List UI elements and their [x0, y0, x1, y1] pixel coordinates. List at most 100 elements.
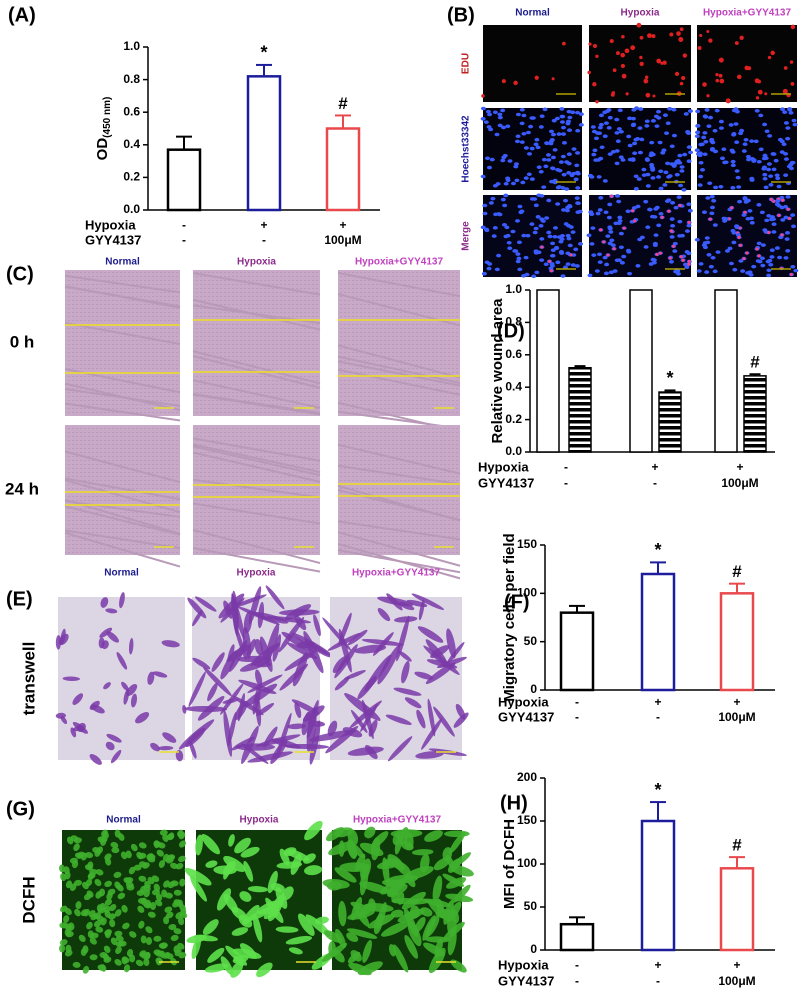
nucleus — [681, 188, 687, 192]
nucleus — [740, 269, 746, 273]
cell — [167, 854, 176, 861]
nucleus — [656, 175, 662, 179]
cell — [394, 831, 404, 855]
nucleus — [527, 152, 533, 156]
nucleus — [533, 203, 539, 208]
cell — [114, 930, 123, 937]
cell — [687, 259, 691, 263]
y-tick-label: 0.4 — [505, 379, 522, 393]
nucleus — [546, 198, 552, 203]
nucleus — [649, 214, 655, 219]
y-tick-label: 150 — [517, 813, 537, 827]
cell — [551, 77, 555, 81]
nucleus — [526, 172, 532, 177]
row-name: Hypoxia — [498, 957, 549, 972]
cell — [398, 650, 412, 662]
cell — [163, 880, 170, 888]
nucleus — [516, 256, 522, 261]
nucleus — [734, 225, 740, 230]
cell — [501, 79, 506, 84]
nucleus — [591, 152, 597, 157]
nucleus — [790, 160, 796, 165]
cell — [450, 959, 467, 973]
nucleus — [578, 112, 584, 116]
cell — [66, 836, 74, 845]
nucleus — [697, 183, 703, 187]
nucleus — [760, 243, 766, 247]
cell — [256, 962, 273, 978]
cell — [156, 849, 164, 857]
nucleus — [712, 128, 718, 133]
nucleus — [756, 203, 762, 207]
nucleus — [529, 177, 535, 181]
cell — [647, 33, 652, 39]
nucleus — [597, 252, 603, 257]
cell — [232, 955, 249, 964]
nucleus — [536, 165, 542, 169]
cell — [789, 272, 793, 276]
cell — [128, 638, 134, 655]
cell — [718, 73, 723, 78]
cell — [231, 927, 249, 936]
cell — [433, 706, 455, 737]
nucleus — [597, 260, 603, 264]
cell — [105, 608, 118, 614]
cell — [55, 635, 62, 650]
nucleus — [775, 199, 781, 203]
row-value: + — [736, 460, 743, 474]
nucleus — [785, 248, 791, 253]
nucleus — [677, 161, 683, 165]
cell — [697, 45, 702, 51]
y-tick-label: 200 — [517, 770, 537, 784]
nucleus — [517, 267, 523, 272]
nucleus — [625, 209, 631, 214]
cell — [178, 952, 187, 959]
cell — [674, 71, 680, 77]
cell — [165, 911, 174, 919]
nucleus — [785, 136, 791, 141]
y-axis-label-main: OD — [94, 138, 111, 161]
cell — [170, 880, 179, 887]
cell — [192, 657, 211, 670]
cell — [220, 956, 234, 975]
cell — [718, 57, 724, 63]
cell — [715, 78, 720, 83]
nucleus — [569, 173, 575, 178]
cell — [86, 921, 93, 930]
cell — [104, 898, 113, 906]
cell — [119, 592, 125, 609]
cell — [643, 78, 649, 84]
nucleus — [503, 181, 509, 186]
cell — [782, 88, 788, 94]
cell — [147, 671, 155, 685]
nucleus — [632, 141, 638, 146]
cell — [737, 235, 741, 239]
cell — [242, 904, 260, 925]
nucleus — [575, 210, 581, 214]
nucleus — [597, 125, 603, 130]
nucleus — [520, 180, 526, 185]
nucleus — [759, 256, 765, 261]
nucleus — [742, 197, 748, 201]
nucleus — [761, 156, 767, 161]
nucleus — [552, 234, 558, 239]
cell — [346, 928, 378, 939]
cell — [676, 31, 681, 36]
cell — [103, 682, 111, 690]
row-name: GYY4137 — [478, 475, 534, 490]
cell — [569, 253, 573, 257]
bar — [719, 592, 755, 692]
scratch — [192, 529, 321, 565]
nucleus — [603, 271, 609, 276]
cell — [150, 742, 160, 752]
cell — [421, 718, 443, 750]
nucleus — [718, 119, 724, 124]
nucleus — [608, 230, 614, 234]
nucleus — [745, 154, 751, 159]
nucleus — [669, 217, 675, 221]
scratch — [192, 350, 321, 385]
nucleus — [686, 131, 692, 136]
nucleus — [614, 258, 620, 263]
cell — [755, 247, 759, 251]
nucleus — [514, 139, 520, 144]
